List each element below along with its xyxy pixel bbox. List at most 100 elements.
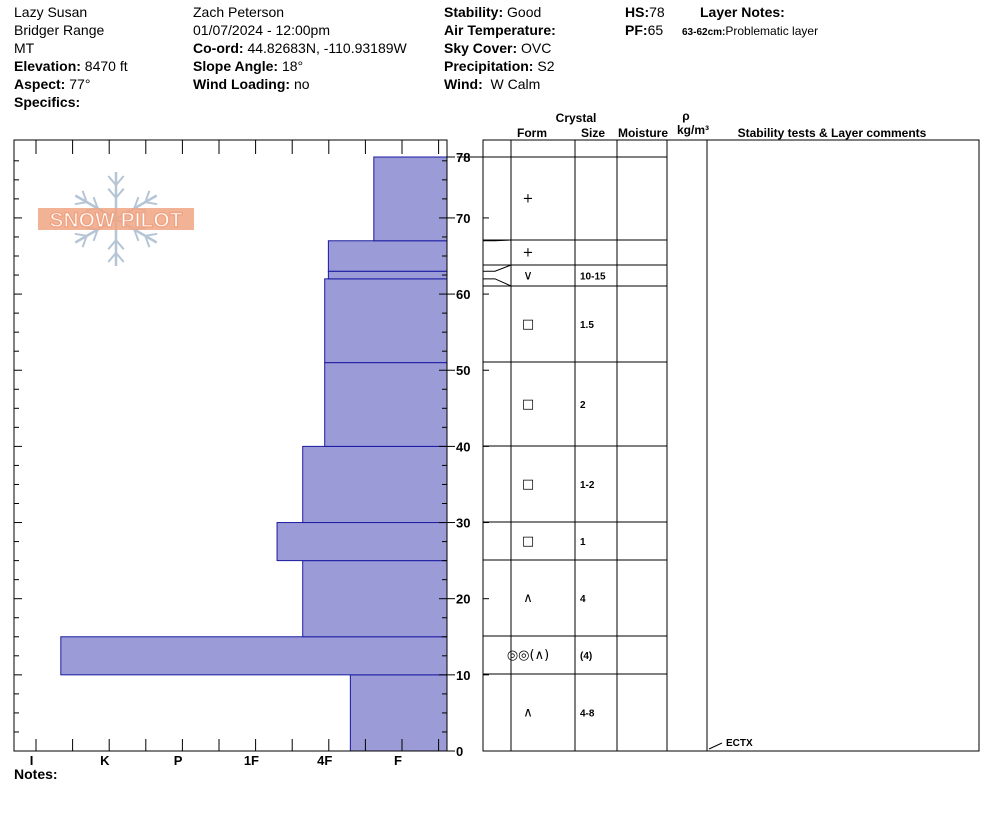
precip-value: S2 [537, 58, 555, 74]
hardness-tick-label: 1F [244, 753, 259, 768]
crystal-table: Crystal Form Size Moisture ρkg/m³ Stability t… [482, 109, 980, 752]
header-size: Size [581, 126, 605, 140]
depth-tick-label: 60 [456, 287, 470, 302]
hs-value: 78 [649, 4, 665, 20]
depth-tick-label: 30 [456, 516, 470, 531]
snowflake-branch [144, 190, 151, 203]
snowflake-branch [133, 229, 140, 242]
crystal-size: 2 [580, 400, 586, 411]
hardness-bar [327, 240, 448, 272]
header-form: Form [517, 126, 547, 140]
wind-loading-label: Wind Loading: [193, 76, 291, 92]
hardness-bar [349, 674, 448, 752]
header-col-depths: HS:78 PF:65 [625, 3, 665, 39]
hardness-bar [324, 278, 448, 364]
header-col-location: Lazy Susan Bridger Range MT Elevation: 8… [14, 3, 128, 111]
sky-value: OVC [521, 40, 552, 56]
snowflake-branch [115, 239, 125, 250]
crystal-size: 4 [580, 594, 586, 605]
depth-tick-label: 10 [456, 668, 470, 683]
crystal-size: 1-2 [580, 480, 595, 491]
slope-row: Slope Angle: 18° [193, 57, 407, 75]
snowflake-branch [107, 175, 117, 186]
hardness-tick-label: 4F [317, 753, 332, 768]
depth-tick-label: 50 [456, 363, 470, 378]
snowflake-branch [92, 229, 99, 242]
pf-value: 65 [647, 22, 664, 38]
row-connector [483, 239, 512, 242]
snowflake-branch [115, 252, 125, 263]
elevation-value: 8470 ft [84, 58, 128, 74]
snowflake-branch [107, 188, 117, 199]
snowpilot-logo: SNOW PILOT [38, 172, 194, 266]
stability-label: Stability: [444, 4, 504, 20]
layer-notes-label: Layer Notes: [700, 4, 785, 20]
crystal-size: 4-8 [580, 709, 595, 720]
hardness-tick-label: P [174, 753, 183, 768]
hardness-bars [60, 156, 448, 752]
crystal-form: ∨ [523, 269, 533, 284]
header-rho: ρ [682, 109, 689, 123]
crystal-size: 1.5 [580, 320, 594, 331]
header-comments: Stability tests & Layer comments [738, 126, 927, 140]
hardness-bar [276, 522, 448, 562]
crystal-size: 1 [580, 537, 586, 548]
snowflake-branch [107, 252, 117, 263]
slope-value: 18° [281, 58, 304, 74]
crystal-form: □ [522, 477, 534, 492]
wind-label: Wind: [444, 76, 483, 92]
crystal-form: ◎◎(∧) [507, 648, 549, 663]
crystal-form: ∧ [523, 706, 533, 721]
depth-tick-label: 40 [456, 439, 470, 454]
specifics-row: Specifics: [14, 93, 128, 111]
state-name: MT [14, 40, 35, 56]
header-crystal: Crystal [556, 111, 597, 125]
hardness-tick-label: I [30, 753, 34, 768]
hardness-bar [60, 636, 448, 676]
crystal-size: (4) [580, 651, 592, 662]
row-connector [483, 264, 512, 272]
snowflake-branch [81, 190, 88, 203]
snowflake-branch [144, 235, 151, 248]
snowflake-branch [74, 232, 87, 237]
observation-datetime: 01/07/2024 - 12:00pm [193, 22, 330, 38]
precip-label: Precipitation: [444, 58, 534, 74]
hs-label: HS: [625, 4, 650, 20]
snowflake-branch [133, 196, 140, 209]
stability-value: Good [507, 4, 542, 20]
layer-note: 63-62cm:Problematic layer [682, 22, 818, 42]
sky-row: Sky Cover: OVC [444, 39, 556, 57]
header-density-unit: kg/m³ [677, 123, 709, 137]
snowflake-branch [145, 232, 158, 237]
header-col-conditions: Stability: Good Air Temperature: Sky Cov… [444, 3, 556, 93]
hardness-tick-label: K [100, 753, 110, 768]
hardness-bar [327, 270, 448, 280]
crystal-form: □ [522, 534, 534, 549]
depth-tick-label: 20 [456, 592, 470, 607]
hardness-bar [324, 362, 448, 447]
snowflake-branch [81, 235, 88, 248]
sky-label: Sky Cover: [444, 40, 518, 56]
aspect-label: Aspect: [14, 76, 66, 92]
pf-row: PF:65 [625, 21, 665, 39]
pf-label: PF: [625, 22, 648, 38]
hardness-bar [373, 156, 448, 242]
snowflake-icon [38, 172, 194, 266]
air-temp-row: Air Temperature: [444, 21, 556, 39]
row-connector [483, 278, 512, 287]
layer-note-range: 63-62cm: [682, 27, 726, 38]
wind-loading-value: no [293, 76, 310, 92]
header-moisture: Moisture [618, 126, 668, 140]
air-temp-label: Air Temperature: [444, 22, 556, 38]
site-name: Lazy Susan [14, 4, 88, 20]
snowflake-branch [74, 201, 87, 206]
slope-label: Slope Angle: [193, 58, 279, 74]
hardness-bar [302, 560, 448, 638]
coord-label: Co-ord: [193, 40, 244, 56]
coord-row: Co-ord: 44.82683N, -110.93189W [193, 39, 407, 57]
notes-label: Notes: [14, 766, 58, 782]
wind-row: Wind: W Calm [444, 75, 556, 93]
observer-name: Zach Peterson [193, 4, 285, 20]
crystal-size: 10-15 [580, 272, 606, 283]
